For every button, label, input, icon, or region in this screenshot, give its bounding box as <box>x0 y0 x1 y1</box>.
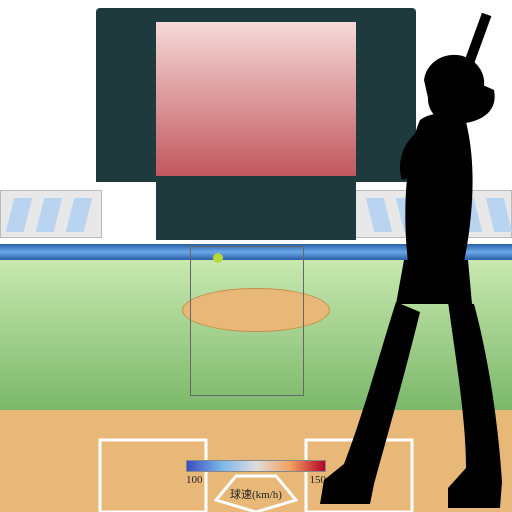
colorbar-label: 球速(km/h) <box>186 486 326 502</box>
colorbar-gradient <box>186 460 326 472</box>
pitch-location-chart: 100 150 球速(km/h) <box>0 0 512 512</box>
pitch-marker <box>213 253 223 263</box>
batter-silhouette <box>316 12 512 512</box>
colorbar-tick-min: 100 <box>186 474 203 486</box>
speed-colorbar-legend: 100 150 球速(km/h) <box>186 460 326 502</box>
colorbar-ticks: 100 150 <box>186 474 326 486</box>
strike-zone <box>190 246 304 396</box>
